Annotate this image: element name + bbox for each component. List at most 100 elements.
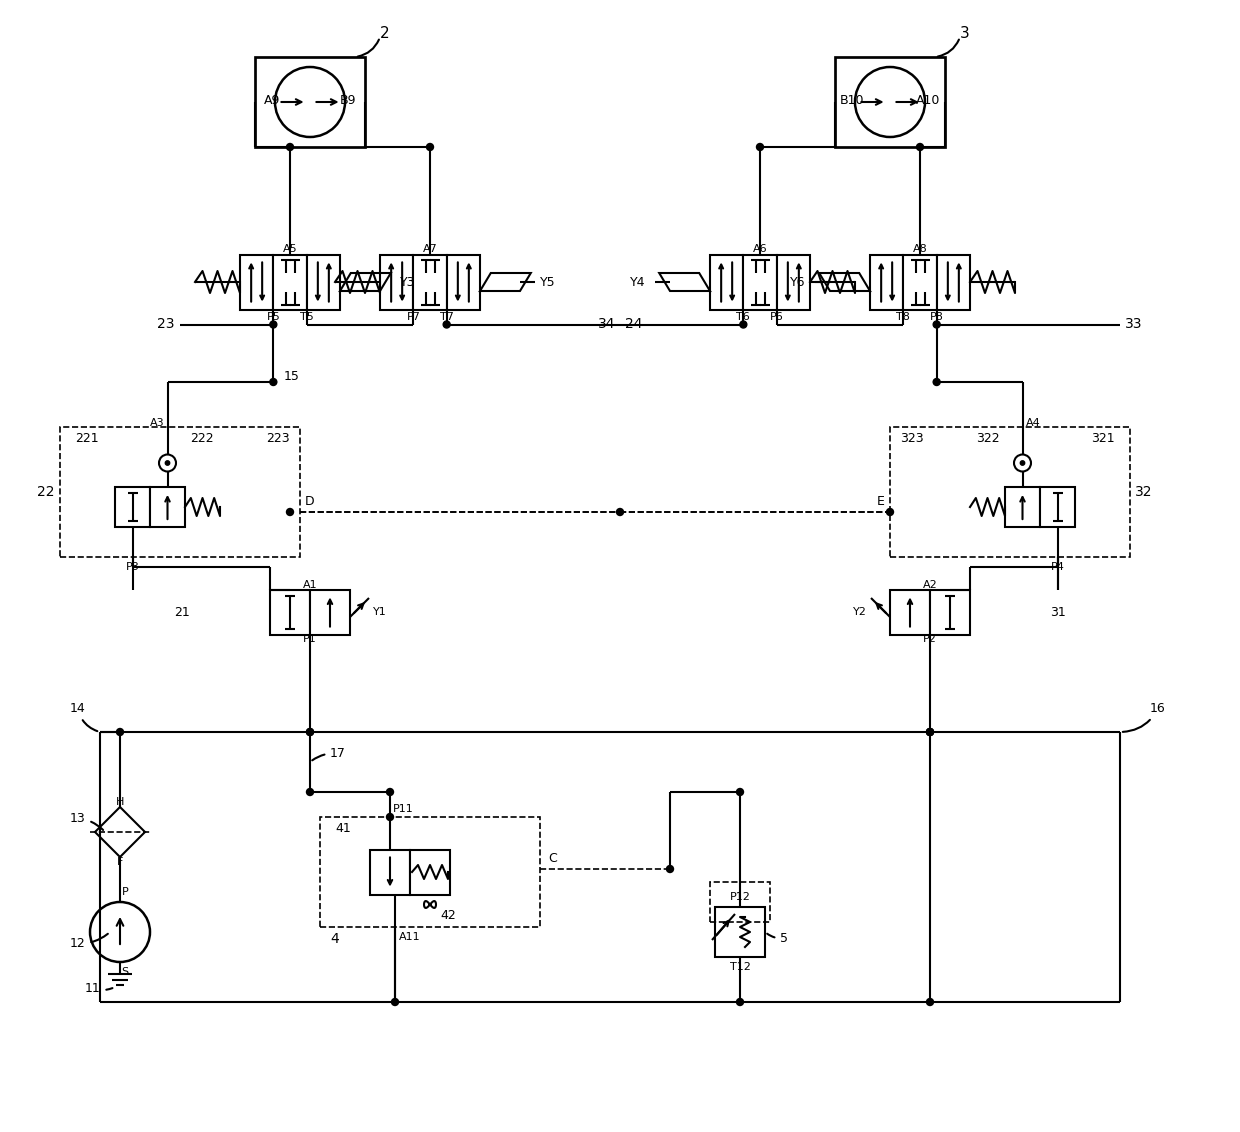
Text: P11: P11 [393, 804, 414, 814]
Circle shape [306, 729, 314, 736]
Bar [711, 255, 743, 309]
Text: 32: 32 [1135, 484, 1152, 499]
Text: A3: A3 [150, 418, 165, 428]
Text: 33: 33 [1125, 317, 1142, 332]
Text: 15: 15 [283, 370, 299, 384]
Circle shape [427, 144, 434, 151]
Circle shape [934, 378, 940, 386]
Bar [306, 255, 340, 309]
Text: 17: 17 [312, 747, 346, 761]
Text: P1: P1 [303, 635, 317, 644]
Text: T8: T8 [897, 311, 910, 321]
Circle shape [737, 789, 744, 796]
Bar [320, 817, 539, 927]
Bar [936, 255, 970, 309]
Text: Y6: Y6 [790, 275, 805, 289]
Circle shape [1021, 461, 1024, 465]
Text: T6: T6 [737, 311, 750, 321]
Bar [270, 590, 310, 635]
Circle shape [306, 789, 314, 796]
Circle shape [926, 729, 934, 736]
Text: P12: P12 [729, 892, 750, 902]
Text: A8: A8 [913, 245, 928, 255]
Bar [370, 849, 410, 894]
Text: P7: P7 [407, 311, 420, 321]
Text: P8: P8 [930, 311, 944, 321]
Text: B10: B10 [839, 94, 864, 106]
Text: 13: 13 [69, 812, 103, 830]
Text: 11: 11 [86, 981, 113, 995]
Bar [310, 590, 350, 635]
Text: B9: B9 [340, 94, 356, 106]
Text: 41: 41 [335, 822, 351, 835]
Circle shape [926, 998, 934, 1005]
Text: Y1: Y1 [373, 607, 387, 617]
Text: Y4: Y4 [630, 275, 645, 289]
Circle shape [756, 144, 764, 151]
Bar [835, 57, 945, 147]
Bar [1040, 487, 1075, 528]
Text: A7: A7 [423, 245, 438, 255]
Text: 12: 12 [69, 934, 108, 950]
Text: 16: 16 [1122, 702, 1166, 732]
Text: 31: 31 [1050, 606, 1065, 618]
Text: 3: 3 [960, 26, 970, 42]
Text: A11: A11 [399, 932, 420, 942]
Bar [711, 882, 770, 921]
Bar [890, 590, 930, 635]
Text: P6: P6 [770, 311, 784, 321]
Text: A1: A1 [303, 580, 317, 590]
Circle shape [270, 321, 277, 328]
Bar [413, 255, 446, 309]
Bar [60, 427, 300, 557]
Circle shape [667, 866, 673, 873]
Circle shape [934, 321, 940, 328]
Text: 5: 5 [768, 932, 787, 945]
Text: A5: A5 [283, 245, 298, 255]
Text: A2: A2 [923, 580, 937, 590]
Text: A6: A6 [753, 245, 768, 255]
Text: H: H [115, 797, 124, 807]
Text: 321: 321 [1091, 432, 1115, 445]
Bar [776, 255, 810, 309]
Text: P4: P4 [1050, 561, 1064, 572]
Text: E: E [877, 495, 885, 508]
Circle shape [286, 508, 294, 515]
Text: P5: P5 [267, 311, 280, 321]
Circle shape [306, 729, 314, 736]
Circle shape [165, 461, 170, 465]
Circle shape [286, 144, 294, 151]
Text: P3: P3 [125, 561, 139, 572]
Bar [273, 255, 306, 309]
Text: 221: 221 [74, 432, 99, 445]
Circle shape [392, 998, 398, 1005]
Text: F: F [117, 857, 123, 867]
Bar [241, 255, 273, 309]
Bar [930, 590, 970, 635]
Text: 322: 322 [976, 432, 999, 445]
Circle shape [737, 998, 744, 1005]
Text: S: S [122, 967, 129, 977]
Circle shape [616, 508, 624, 515]
Text: 2: 2 [381, 26, 389, 42]
Text: 24: 24 [625, 317, 642, 332]
Text: T5: T5 [300, 311, 314, 321]
Text: A10: A10 [916, 94, 940, 106]
Bar [446, 255, 480, 309]
Circle shape [387, 814, 393, 821]
Text: Y2: Y2 [853, 607, 867, 617]
Text: 21: 21 [175, 606, 190, 618]
Circle shape [916, 144, 924, 151]
Circle shape [387, 789, 393, 796]
Text: 34: 34 [598, 317, 615, 332]
Text: 223: 223 [267, 432, 290, 445]
Text: P: P [122, 887, 129, 897]
Bar [410, 849, 450, 894]
Text: T7: T7 [440, 311, 454, 321]
Text: D: D [305, 495, 315, 508]
Circle shape [270, 378, 277, 386]
Bar [870, 255, 903, 309]
Circle shape [887, 508, 894, 515]
Circle shape [926, 729, 934, 736]
Text: 42: 42 [440, 909, 456, 921]
